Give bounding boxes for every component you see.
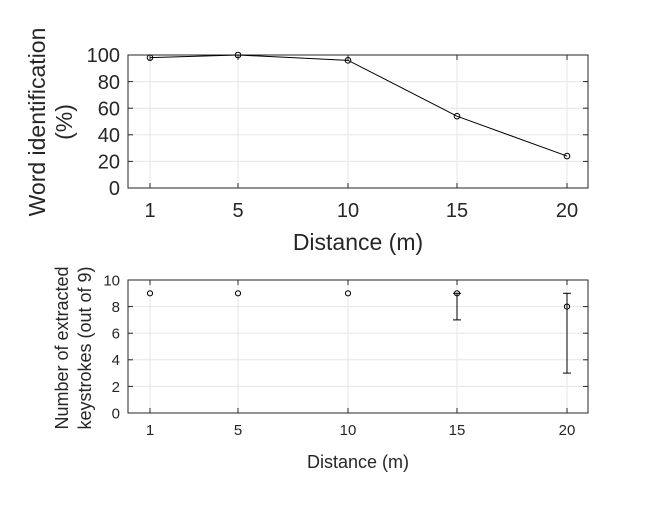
keystrokes-point-2: [344, 290, 352, 297]
keystrokes-xtick-label-0: 1: [146, 422, 154, 439]
word-id-ylabel-line-0: Word identification: [24, 28, 50, 217]
word-id-ytick-label-5: 100: [87, 45, 120, 67]
word-id-xtick-label-0: 1: [144, 200, 155, 222]
word-id-point-4: [563, 152, 571, 160]
word-id-xtick-label-2: 10: [337, 200, 359, 222]
keystrokes-ytick-label-0: 0: [112, 405, 120, 422]
keystrokes-xtick-label-1: 5: [234, 422, 242, 439]
keystrokes-ytick-label-4: 8: [112, 299, 120, 316]
word-id-ytick-label-4: 80: [98, 72, 120, 94]
word-id-xtick-label-1: 5: [232, 200, 243, 222]
keystrokes-point-4: [563, 303, 571, 310]
word-id-ytick-label-1: 20: [98, 152, 120, 174]
keystrokes-axes-box: [127, 279, 589, 414]
word-id-xtick-label-3: 15: [446, 200, 468, 222]
word-id-ytick-label-2: 40: [98, 125, 120, 147]
keystrokes-point-1: [234, 290, 242, 297]
word-id-point-0: [146, 54, 154, 61]
word-id-point-3: [453, 112, 461, 120]
keystrokes-xlabel: Distance (m): [307, 452, 409, 472]
keystrokes-xtick-label-4: 20: [559, 422, 576, 439]
word-id-xtick-label-4: 20: [556, 200, 578, 222]
word-id-axes-box: [127, 54, 589, 189]
keystrokes-xtick-label-3: 15: [449, 422, 466, 439]
keystrokes-ytick-label-1: 2: [112, 379, 120, 396]
word-id-ylabel-line-1: (%): [51, 104, 77, 140]
keystrokes-ytick-label-2: 4: [112, 352, 120, 369]
word-id-ytick-label-0: 0: [109, 178, 120, 200]
word-id-xlabel: Distance (m): [293, 229, 423, 255]
keystrokes-ytick-label-5: 10: [103, 272, 120, 289]
word-id-point-1: [234, 51, 242, 59]
word-id-point-2: [344, 57, 352, 64]
keystrokes-ylabel-line-0: Number of extracted: [52, 266, 72, 429]
word-id-ytick-label-3: 60: [98, 98, 120, 120]
word-id-series-line: [149, 54, 568, 157]
keystrokes-point-3: [453, 290, 461, 297]
keystrokes-point-0: [146, 290, 154, 297]
keystrokes-xtick-label-2: 10: [340, 422, 357, 439]
keystrokes-ytick-label-3: 6: [112, 326, 120, 343]
keystrokes-ylabel-line-1: keystrokes (out of 9): [75, 266, 95, 429]
